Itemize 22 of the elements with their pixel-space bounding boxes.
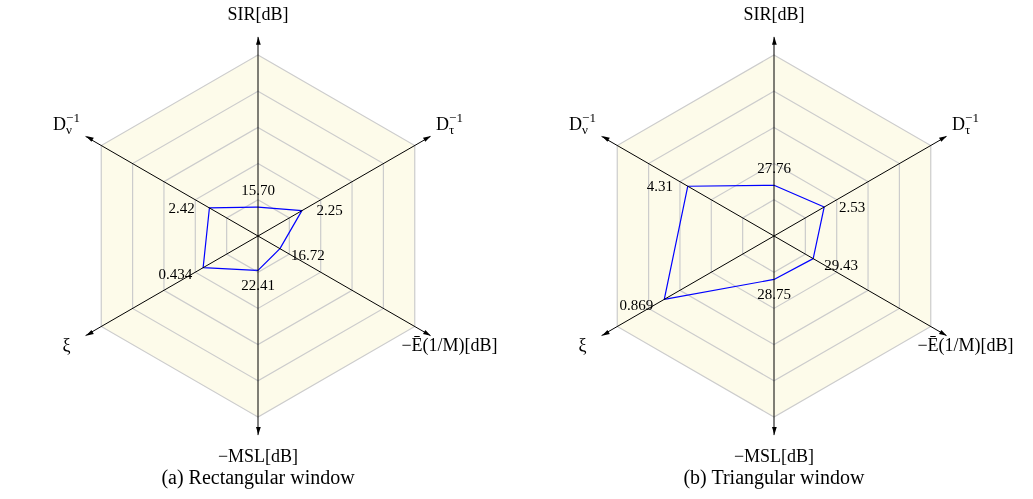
text: 0.869 (619, 297, 654, 314)
text: 4.31 (646, 177, 674, 194)
spoke-label: ξ (578, 335, 587, 356)
text: 28.75 (757, 286, 791, 303)
text: 27.76 (757, 160, 791, 177)
text: 15.70 (241, 181, 275, 198)
spoke-label: −MSL[dB] (733, 445, 815, 466)
text: 22.41 (241, 277, 275, 294)
text: (a) Rectangular window (161, 466, 356, 490)
text: 2.53 (838, 198, 866, 215)
text: 16.72 (290, 246, 325, 263)
spoke-label: −Ē(1/M)[dB] (917, 335, 1014, 357)
spoke-label: ξ (62, 335, 71, 356)
text: 2.42 (168, 199, 195, 216)
spoke-label: −Ē(1/M)[dB] (401, 335, 498, 357)
text: 29.43 (824, 256, 858, 273)
text: 0.434 (158, 265, 193, 282)
spoke-label: SIR[dB] (743, 3, 805, 24)
text: (b) Triangular window (683, 466, 866, 490)
text: 2.25 (316, 202, 343, 219)
spoke-label: −MSL[dB] (217, 445, 299, 466)
spoke-label: SIR[dB] (227, 3, 289, 24)
